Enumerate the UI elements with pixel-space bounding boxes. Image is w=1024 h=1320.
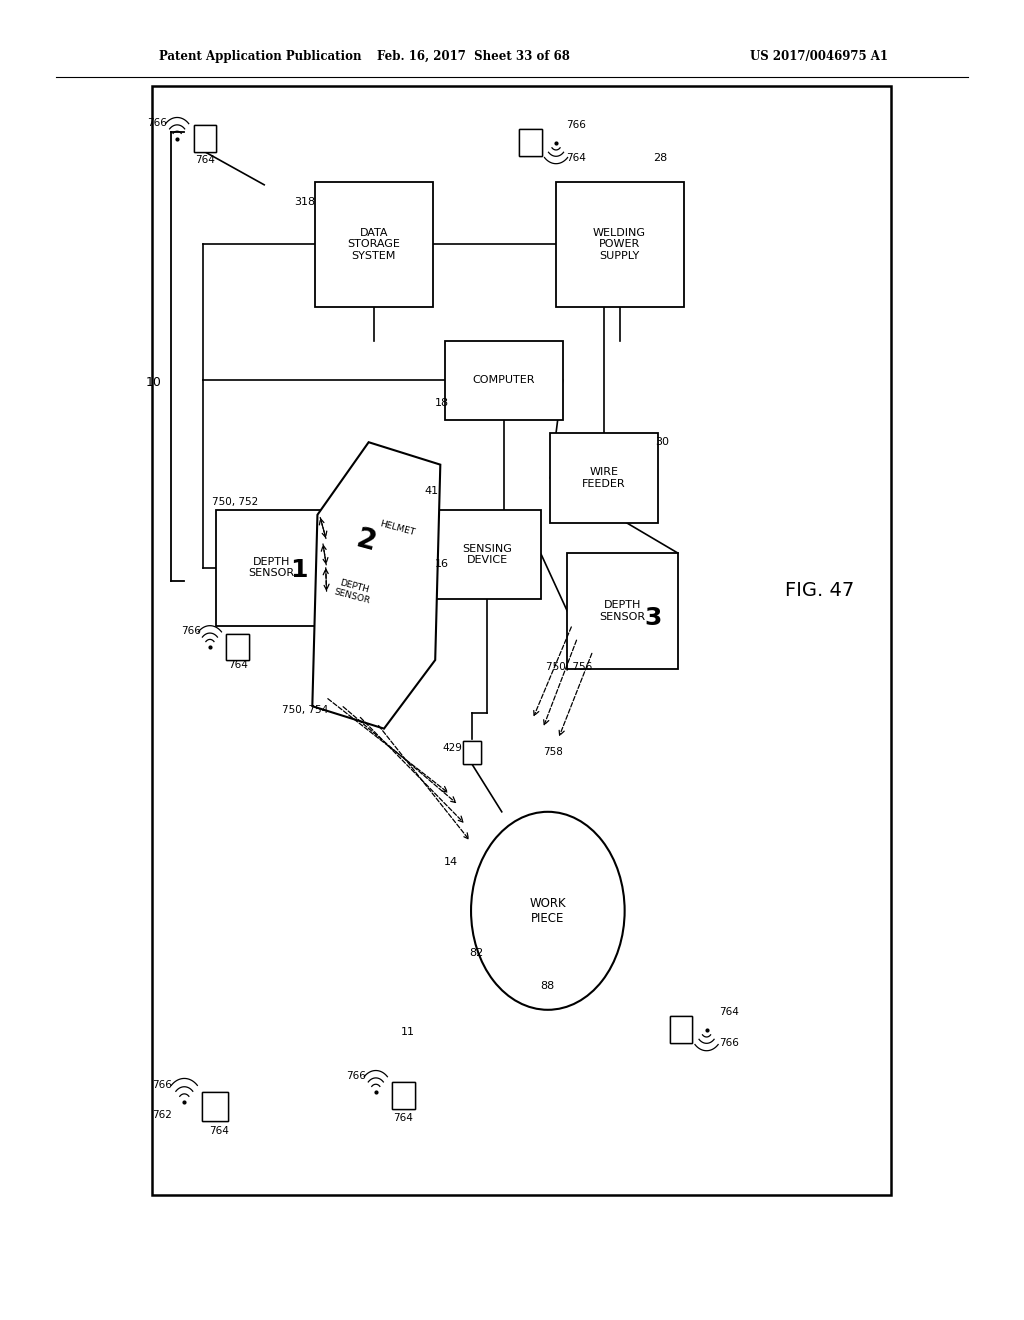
Text: 766: 766	[566, 120, 586, 131]
Text: DATA
STORAGE
SYSTEM: DATA STORAGE SYSTEM	[347, 227, 400, 261]
Text: 28: 28	[653, 153, 668, 164]
Text: 1: 1	[290, 558, 308, 582]
Text: WORK
PIECE: WORK PIECE	[529, 896, 566, 925]
Text: 766: 766	[346, 1071, 366, 1081]
Text: 41: 41	[424, 486, 438, 496]
Text: 14: 14	[443, 857, 458, 867]
Text: HELMET: HELMET	[379, 519, 416, 537]
Text: 766: 766	[719, 1038, 738, 1048]
Text: COMPUTER: COMPUTER	[472, 375, 536, 385]
Bar	[194, 125, 216, 152]
Text: WELDING
POWER
SUPPLY: WELDING POWER SUPPLY	[593, 227, 646, 261]
Text: 764: 764	[719, 1007, 738, 1018]
Text: DEPTH
SENSOR: DEPTH SENSOR	[333, 577, 374, 606]
Text: 429: 429	[442, 743, 462, 754]
Bar	[152, 86, 891, 1195]
Text: Patent Application Publication: Patent Application Publication	[159, 50, 361, 63]
Text: US 2017/0046975 A1: US 2017/0046975 A1	[751, 50, 888, 63]
Bar	[567, 553, 678, 669]
Text: 766: 766	[181, 626, 201, 636]
Text: DEPTH
SENSOR: DEPTH SENSOR	[599, 601, 646, 622]
Bar	[434, 510, 541, 599]
Bar	[463, 741, 481, 764]
Text: 750, 754: 750, 754	[282, 705, 329, 715]
Text: 318: 318	[294, 197, 315, 207]
Text: 750, 752: 750, 752	[212, 496, 259, 507]
Text: Feb. 16, 2017  Sheet 33 of 68: Feb. 16, 2017 Sheet 33 of 68	[377, 50, 569, 63]
Text: 762: 762	[153, 1110, 172, 1121]
Text: 764: 764	[209, 1126, 229, 1137]
Text: 764: 764	[393, 1113, 414, 1123]
Text: 766: 766	[153, 1080, 172, 1090]
Text: 88: 88	[541, 981, 555, 991]
Text: WIRE
FEEDER: WIRE FEEDER	[583, 467, 626, 488]
Text: 16: 16	[434, 558, 449, 569]
Text: 3: 3	[645, 606, 662, 630]
Bar	[202, 1092, 227, 1121]
Text: 11: 11	[400, 1027, 415, 1038]
Bar	[226, 634, 249, 660]
Text: 30: 30	[655, 437, 670, 447]
Text: 758: 758	[543, 747, 562, 758]
Text: 764: 764	[227, 660, 248, 671]
Bar	[519, 129, 542, 156]
Bar	[216, 510, 327, 626]
Bar	[555, 182, 684, 308]
Text: 764: 764	[566, 153, 586, 164]
Text: SENSING
DEVICE: SENSING DEVICE	[463, 544, 512, 565]
Bar	[315, 182, 432, 308]
Text: 82: 82	[469, 948, 483, 958]
Text: 18: 18	[434, 397, 449, 408]
Bar	[670, 1016, 692, 1043]
Text: FIG. 47: FIG. 47	[784, 581, 854, 599]
Text: 766: 766	[147, 117, 167, 128]
Bar	[444, 341, 563, 420]
Text: 10: 10	[145, 376, 162, 389]
Text: 2: 2	[353, 525, 380, 557]
Text: DEPTH
SENSOR: DEPTH SENSOR	[248, 557, 295, 578]
Polygon shape	[312, 442, 440, 729]
Bar	[392, 1082, 415, 1109]
Bar	[551, 433, 657, 523]
Text: 750, 756: 750, 756	[546, 661, 592, 672]
Text: 764: 764	[195, 154, 215, 165]
Circle shape	[471, 812, 625, 1010]
